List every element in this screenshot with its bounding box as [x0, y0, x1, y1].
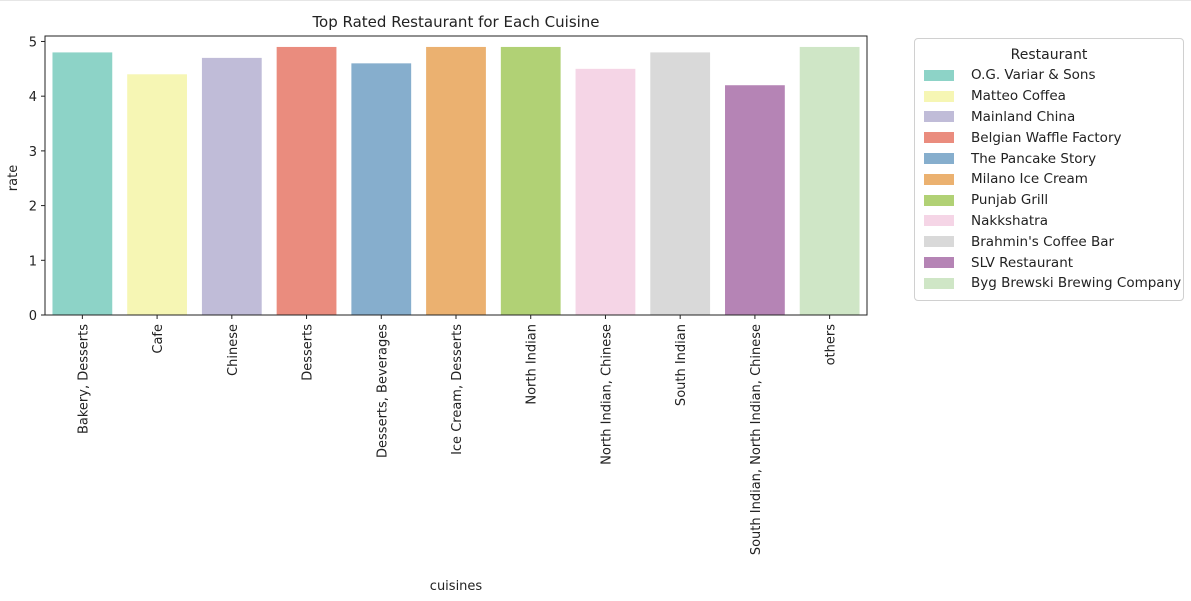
x-tick-label: Desserts	[301, 324, 316, 381]
legend-label: Punjab Grill	[971, 192, 1049, 209]
legend-label: The Pancake Story	[971, 150, 1097, 167]
legend-item: Belgian Waffle Factory	[915, 127, 1183, 148]
bar-1	[52, 52, 113, 315]
legend-swatch	[924, 215, 954, 227]
legend-item: SLV Restaurant	[915, 252, 1183, 273]
legend-title: Restaurant	[1010, 47, 1088, 63]
x-tick-label: South Indian	[674, 324, 689, 406]
bar-3	[201, 57, 262, 315]
legend-swatch	[924, 236, 954, 248]
bar-6	[426, 46, 486, 316]
plot-frame	[44, 35, 868, 316]
legend-item: Mainland China	[915, 107, 1183, 128]
bar-7	[500, 46, 561, 316]
legend-item: The Pancake Story	[915, 148, 1183, 169]
x-tick-label: South Indian, North Indian, Chinese	[749, 324, 764, 555]
x-tick-label: Cafe	[151, 324, 166, 354]
legend-label: SLV Restaurant	[971, 254, 1074, 271]
bar-10	[725, 85, 785, 315]
legend-label: Mainland China	[971, 108, 1076, 125]
legend-label: Brahmin's Coffee Bar	[971, 233, 1115, 250]
y-tick-label: 3	[29, 145, 37, 160]
chart-title: Top Rated Restaurant for Each Cuisine	[311, 13, 599, 31]
legend-swatch	[924, 132, 954, 144]
legend: Restaurant O.G. Variar & Sons Matteo Coff…	[914, 38, 1184, 301]
top-border-line	[0, 0, 1191, 1]
y-axis-label: rate	[6, 165, 21, 191]
legend-label: O.G. Variar & Sons	[971, 67, 1096, 84]
legend-label: Milano Ice Cream	[971, 171, 1088, 188]
legend-label: Byg Brewski Brewing Company	[971, 275, 1182, 292]
legend-label: Matteo Coffea	[971, 88, 1066, 105]
legend-swatch	[924, 111, 954, 123]
y-tick-label: 0	[29, 309, 37, 324]
bar-4	[276, 46, 337, 316]
y-tick-label: 4	[29, 90, 37, 105]
legend-item: Milano Ice Cream	[915, 169, 1183, 190]
legend-swatch	[924, 153, 954, 165]
legend-swatch	[924, 90, 954, 102]
x-tick-label: North Indian	[525, 324, 540, 405]
legend-item: Byg Brewski Brewing Company	[915, 273, 1183, 294]
bars-group	[52, 46, 860, 316]
legend-label: Nakkshatra	[971, 212, 1048, 229]
x-tick-label: Desserts, Beverages	[375, 324, 390, 458]
bar-5	[351, 63, 412, 316]
x-tick-label: others	[824, 324, 839, 366]
y-ticks-group: 0 1 2 3 4 5	[29, 35, 45, 324]
x-tick-label: Chinese	[226, 324, 241, 376]
x-tick-label: Bakery, Desserts	[76, 324, 91, 434]
legend-item: Matteo Coffea	[915, 86, 1183, 107]
x-axis-label: cuisines	[430, 579, 483, 594]
legend-swatch	[924, 69, 954, 81]
bar-8	[575, 68, 636, 315]
y-tick-label: 5	[29, 35, 37, 50]
legend-swatch	[924, 277, 954, 289]
x-tick-label: North Indian, Chinese	[599, 324, 614, 465]
y-tick-label: 1	[29, 254, 37, 269]
legend-item: Punjab Grill	[915, 190, 1183, 211]
legend-item: Nakkshatra	[915, 211, 1183, 232]
bar-9	[650, 52, 711, 315]
legend-swatch	[924, 257, 954, 269]
legend-label: Belgian Waffle Factory	[971, 129, 1122, 146]
legend-swatch	[924, 194, 954, 206]
bar-2	[127, 74, 187, 315]
legend-item: O.G. Variar & Sons	[915, 65, 1183, 86]
legend-item: Brahmin's Coffee Bar	[915, 231, 1183, 252]
x-tick-label: Ice Cream, Desserts	[450, 324, 465, 455]
x-ticks-group: Bakery, Desserts Cafe Chinese Desserts Desse…	[76, 315, 839, 555]
legend-items: O.G. Variar & Sons Matteo Coffea Mainland …	[915, 65, 1183, 294]
y-tick-label: 2	[29, 200, 37, 215]
bar-11	[799, 46, 860, 316]
legend-swatch	[924, 173, 954, 185]
